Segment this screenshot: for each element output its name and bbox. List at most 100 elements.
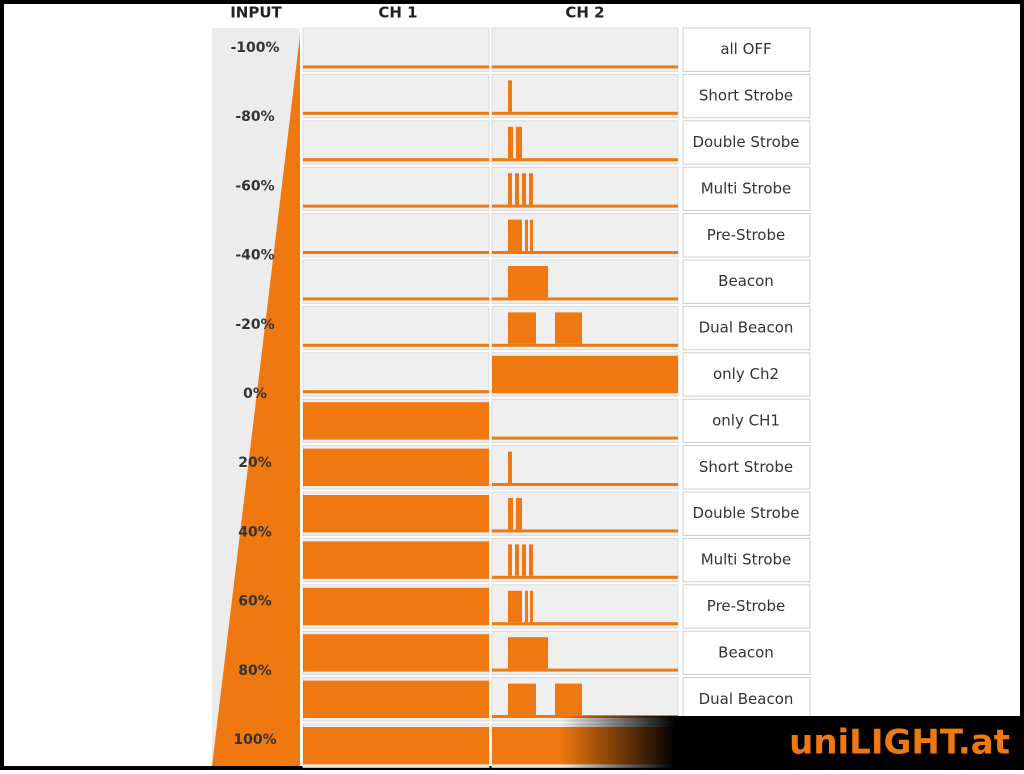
channel-cell [491,213,679,258]
signal-on [303,727,489,765]
mode-box [682,491,811,536]
signal-pulse [530,590,533,623]
signal-pulse [529,173,533,205]
signal-baseline [492,297,678,301]
mode-label: Beacon [718,272,774,290]
mode-label: Short Strobe [699,458,793,476]
channel-cell [491,73,679,119]
mode-box [682,352,811,397]
signal-baseline [492,65,678,69]
signal-baseline [492,575,678,579]
signal-baseline [303,297,489,301]
input-label: 40% [238,524,272,540]
signal-baseline [303,390,489,394]
mode-box [682,398,811,444]
signal-on [303,448,489,486]
channel-cell [491,537,679,583]
input-label: 0% [243,386,267,402]
channel-cell [302,305,490,351]
signal-pulse [508,80,512,112]
input-label: -60% [235,178,274,194]
mode-label: Dual Beacon [699,690,794,708]
signal-pulse [508,498,513,530]
channel-cell [302,259,490,304]
logo: uniLIGHT.at [789,723,1010,763]
input-label: -100% [230,40,279,56]
signal-baseline [303,251,489,254]
signal-baseline [492,158,678,162]
signal-baseline [492,483,678,486]
signal-pulse [530,219,533,251]
input-label: 80% [238,663,272,679]
signal-on [303,634,489,672]
mode-label: Beacon [718,643,774,661]
signal-pulse [508,219,522,251]
signal-pulse [525,219,528,251]
signal-pulse [525,590,528,623]
mode-box [682,584,811,629]
channel-cell [302,166,490,212]
header-input: INPUT [230,4,282,22]
mode-label: Pre-Strobe [707,597,785,615]
signal-pulse [508,312,536,344]
input-ramp [212,35,300,766]
signal-on [303,587,489,626]
signal-on [303,495,489,533]
signal-pulse [508,544,512,576]
input-label: 20% [238,455,272,471]
signal-baseline [303,343,489,347]
mode-box [682,73,811,119]
mode-label: only CH1 [712,411,780,429]
channel-cell [302,120,490,165]
mode-label: all OFF [720,40,771,58]
signal-pulse [508,683,536,715]
channel-cell [491,445,679,490]
channel-cell [302,213,490,258]
input-label: 100% [233,732,276,748]
signal-pulse [516,126,522,159]
channel-cell [302,352,490,397]
mode-box [682,166,811,212]
signal-pulse [555,683,582,715]
mode-box [682,259,811,304]
signal-pulse [508,266,548,298]
mode-label: only Ch2 [713,365,779,383]
mode-label: Pre-Strobe [707,226,785,244]
mode-box [682,677,811,722]
mode-box [682,120,811,165]
channel-cell [302,73,490,119]
header-ch1: CH 1 [378,4,417,22]
signal-baseline [303,111,489,115]
signal-on [303,541,489,579]
signal-pulse [516,498,522,530]
logo-band [560,716,1022,768]
signal-pulse [508,126,513,159]
input-label: -40% [235,248,274,264]
header-ch2: CH 2 [565,4,604,22]
signal-baseline [303,158,489,162]
signal-baseline [492,436,678,440]
signal-baseline [303,65,489,69]
signal-baseline [303,204,489,208]
signal-pulse [529,544,533,576]
channel-cell [491,27,679,72]
input-label: -20% [235,317,274,333]
signal-pulse [508,637,548,669]
signal-baseline [492,111,678,115]
mode-box [682,305,811,351]
mode-box [682,213,811,258]
signal-pulse [555,312,582,344]
signal-on [492,355,678,394]
signal-pulse [508,173,512,205]
mode-box [682,537,811,583]
mode-label: Double Strobe [692,504,799,522]
mode-label: Multi Strobe [701,551,792,569]
input-label: 60% [238,594,272,610]
signal-on [303,680,489,718]
signal-pulse [522,544,526,576]
signal-on [303,402,489,440]
signal-pulse [508,590,522,623]
signal-baseline [492,251,678,254]
channel-cell [491,398,679,444]
